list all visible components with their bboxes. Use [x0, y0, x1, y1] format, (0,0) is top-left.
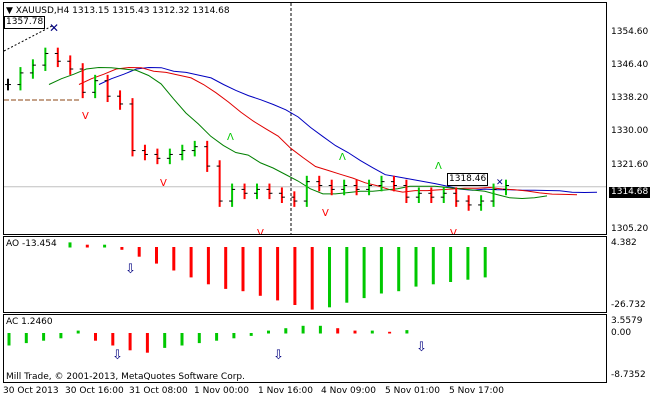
time-tick: 30 Oct 16:00 — [65, 386, 124, 396]
ac-tick: 3.5579 — [611, 316, 643, 326]
ac-tick: -8.7352 — [611, 370, 646, 380]
ac-tick: 0.00 — [611, 328, 632, 338]
ac-signal-arrow-icon: ⇩ — [273, 348, 284, 363]
high-cross-icon: ✕ — [49, 21, 59, 35]
price-tick: 1354.60 — [611, 27, 649, 37]
ao-signal-arrow-icon: ⇩ — [125, 262, 136, 277]
time-tick: 1 Nov 00:00 — [194, 386, 249, 396]
price-chart-svg: Λ Λ Λ V V V V V ✕ ✕ — [4, 3, 606, 235]
time-tick: 1 Nov 16:00 — [258, 386, 313, 396]
high-price-label: 1357.78 — [4, 16, 46, 29]
fractal-down-icon: V — [160, 178, 167, 189]
fractal-down-icon: V — [82, 111, 89, 122]
fractal-down-icon: V — [257, 228, 264, 235]
ao-label: AO -13.454 — [6, 239, 57, 249]
ao-tick: -26.732 — [611, 300, 646, 310]
current-price-tag: 1314.68 — [609, 187, 650, 198]
price-tick: 1338.20 — [611, 93, 649, 103]
fractal-down-icon: V — [450, 228, 457, 235]
trend-line — [4, 25, 53, 52]
low-price-label: 1318.46 — [447, 173, 489, 186]
fractal-up-icon: Λ — [339, 152, 346, 163]
time-tick: 5 Nov 17:00 — [449, 386, 504, 396]
time-tick: 5 Nov 01:00 — [385, 386, 440, 396]
time-tick: 31 Oct 08:00 — [129, 386, 188, 396]
ao-chart-svg: ⇩ — [68, 242, 487, 310]
chart-menu-icon[interactable]: ▼ — [6, 6, 13, 16]
time-tick: 30 Oct 2013 — [3, 386, 59, 396]
ac-chart-svg: ⇩ ⇩ ⇩ — [7, 325, 427, 363]
red-moving-average — [78, 66, 578, 196]
copyright-text: Mill Trade, © 2001-2013, MetaQuotes Soft… — [6, 372, 245, 382]
main-price-pane[interactable]: Λ Λ Λ V V V V V ✕ ✕ ▼ XAUUSD,H4 1313.15 1315.43 1… — [3, 2, 607, 235]
fractal-down-icon: V — [322, 208, 329, 219]
ac-label: AC 1.2460 — [6, 317, 53, 327]
ao-tick: 4.382 — [611, 238, 637, 248]
time-tick: 4 Nov 09:00 — [321, 386, 376, 396]
ac-indicator-pane[interactable]: ⇩ ⇩ ⇩ AC 1.2460 — [3, 314, 607, 383]
price-tick: 1330.00 — [611, 126, 649, 136]
ac-signal-arrow-icon: ⇩ — [112, 348, 123, 363]
fractal-up-icon: Λ — [435, 161, 442, 172]
symbol-info-text: XAUUSD,H4 1313.15 1315.43 1312.32 1314.6… — [15, 6, 230, 16]
price-tick: 1346.40 — [611, 60, 649, 70]
blue-moving-average — [98, 66, 598, 194]
price-tick: 1321.60 — [611, 160, 649, 170]
price-tick: 1305.20 — [611, 224, 649, 234]
ac-signal-arrow-icon: ⇩ — [416, 340, 427, 355]
chart-header: ▼ XAUUSD,H4 1313.15 1315.43 1312.32 1314… — [6, 6, 230, 17]
low-cross-icon: ✕ — [496, 178, 504, 188]
ao-indicator-pane[interactable]: ⇩ AO -13.454 — [3, 236, 607, 313]
green-moving-average — [48, 66, 548, 200]
fractal-up-icon: Λ — [227, 132, 234, 143]
